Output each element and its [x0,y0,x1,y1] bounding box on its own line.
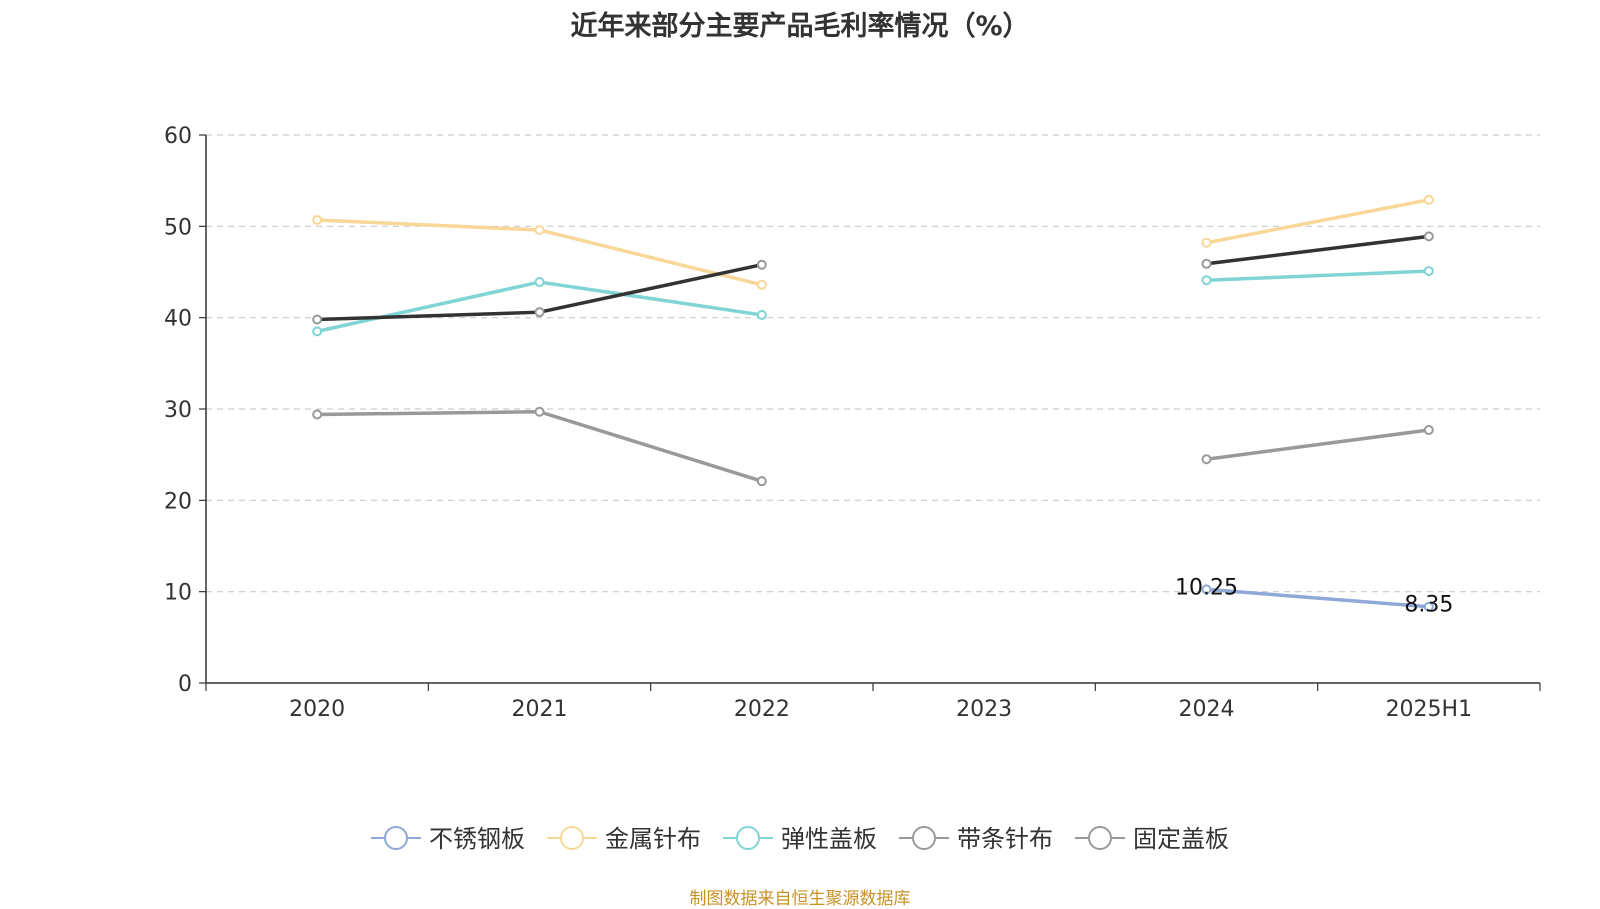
x-tick-label: 2024 [1179,697,1235,722]
legend-label: 固定盖板 [1133,825,1229,853]
y-tick-label: 0 [178,672,192,697]
data-point [312,214,323,225]
legend: 不锈钢板 金属针布 弹性盖板 带条针布 固定盖板 [371,825,1229,853]
data-point [756,309,767,320]
x-tick-label: 2022 [734,697,790,722]
series-line [1206,428,1430,461]
data-point [1423,601,1434,612]
series-line [317,409,763,483]
legend-marker [384,826,408,850]
series-4 [312,231,1434,325]
series-line [1206,587,1429,609]
series-line [316,280,763,334]
x-tick-label: 2020 [289,697,345,722]
series-2 [312,266,1434,337]
data-point [1201,454,1212,465]
data-point [1423,266,1434,277]
legend-item-4: 固定盖板 [1075,825,1229,853]
y-tick-label: 40 [164,307,192,332]
series-lines [312,194,1434,612]
data-point [312,326,323,337]
series-line [1206,269,1429,282]
series-0 [1201,584,1434,612]
series-1 [312,194,1434,290]
legend-label: 金属针布 [605,825,701,853]
data-point [534,406,545,417]
data-point [312,314,323,325]
data-point [1423,231,1434,242]
legend-label: 不锈钢板 [429,825,525,853]
x-tick-label: 2025H1 [1386,697,1473,722]
series-line [1206,234,1430,266]
x-tick-label: 2021 [512,697,568,722]
data-point [312,409,323,420]
data-point [1201,258,1212,269]
data-point [534,307,545,318]
legend-label: 弹性盖板 [781,825,877,853]
series-3 [312,406,1434,487]
legend-item-2: 弹性盖板 [723,825,877,853]
legend-marker [560,826,584,850]
data-labels: 10.25 8.35 [1175,575,1453,617]
grid-lines [206,134,1540,593]
data-point [756,476,767,487]
y-tick-label: 60 [164,124,192,149]
y-tick-label: 50 [164,215,192,240]
data-label: 8.35 [1404,593,1453,618]
data-point [1423,425,1434,436]
y-tick-label: 30 [164,398,192,423]
axes: 0 10 20 30 40 50 60 2020 2021 2022 2023 2024 2025H1 [164,124,1541,722]
data-point [756,259,767,270]
series-line [1206,198,1430,245]
legend-marker [736,826,760,850]
legend-item-0: 不锈钢板 [371,825,525,853]
data-point [756,279,767,290]
data-point [1201,275,1212,286]
y-tick-label: 20 [164,489,192,514]
y-tick-label: 10 [164,581,192,606]
legend-marker [912,826,936,850]
chart-title: 近年来部分主要产品毛利率情况（%） [570,11,1030,42]
data-point [534,224,545,235]
legend-label: 带条针布 [957,825,1053,853]
data-point [1201,237,1212,248]
legend-item-3: 带条针布 [899,825,1053,853]
data-label: 10.25 [1175,575,1238,600]
legend-item-1: 金属针布 [547,825,701,853]
data-point [534,277,545,288]
data-point [1423,194,1434,205]
source-note: 制图数据来自恒生聚源数据库 [689,889,911,909]
legend-marker [1088,826,1112,850]
x-tick-label: 2023 [956,697,1012,722]
data-point [1201,584,1212,595]
